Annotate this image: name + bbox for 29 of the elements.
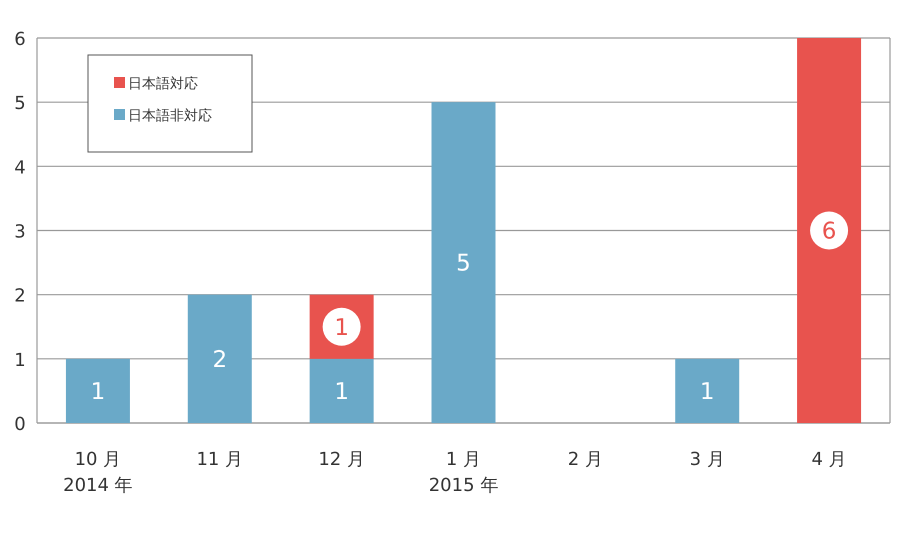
y-tick-label: 0 [14,414,26,435]
x-tick-label: 11 月 [196,449,244,470]
y-tick-label: 3 [14,222,26,242]
x-tick-label: 10 月 2014 年 [63,449,133,496]
data-label: 1 [334,314,349,341]
x-tick-label: 1 月 2015 年 [428,449,498,496]
x-tick-label: 4 月 [811,449,847,470]
bar [66,358,130,423]
y-tick-label: 1 [14,350,26,371]
data-label: 1 [334,378,349,405]
y-tick-label: 6 [14,29,26,50]
data-label: 1 [90,378,106,405]
data-label: 1 [700,378,715,405]
y-tick-label: 5 [14,93,26,114]
legend-label: 日本語非対応 [128,108,212,124]
bar [675,358,740,423]
bar [797,38,862,423]
x-tick-label: 2 月 [568,449,603,470]
y-tick-label: 2 [14,286,26,307]
legend-label: 日本語対応 [128,76,198,92]
x-tick-label: 3 月 [690,449,725,470]
data-label: 6 [822,218,836,244]
bar [310,358,374,423]
x-tick-label: 12 月 [318,449,365,470]
data-label: 5 [456,250,471,277]
bar [188,294,252,423]
data-label: 2 [212,346,228,373]
y-tick-label: 4 [14,157,26,178]
bar [432,102,496,423]
